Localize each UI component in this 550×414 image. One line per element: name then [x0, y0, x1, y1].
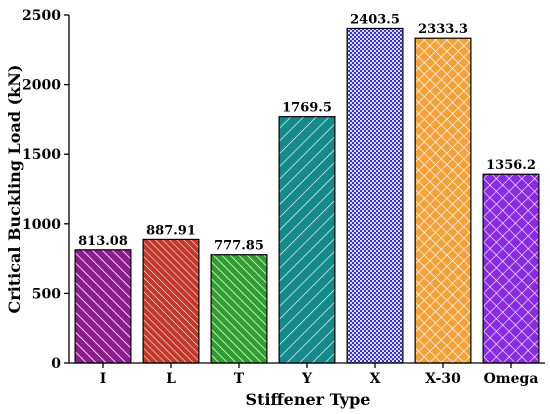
x-tick-label-x: X	[370, 371, 381, 387]
x-tick-label-l: L	[166, 371, 176, 387]
x-tick-label-t: T	[234, 371, 245, 387]
x-tick-label-x-30: X-30	[425, 371, 461, 387]
bars	[74, 27, 540, 364]
data-label-omega: 1356.2	[486, 158, 536, 173]
data-label-x-30: 2333.3	[418, 22, 468, 37]
bar-l	[142, 238, 200, 364]
data-label-i: 813.08	[78, 234, 128, 249]
x-tick-label-i: I	[100, 371, 107, 387]
y-tick-label-1000: 1000	[22, 217, 61, 233]
data-label-y: 1769.5	[282, 101, 332, 116]
bar-t	[210, 254, 268, 364]
x-axis-title: Stiffener Type	[246, 390, 371, 409]
data-label-l: 887.91	[146, 223, 196, 238]
x-axis-ticks: I L T Y X X-30 Omega	[100, 363, 539, 387]
bar-i	[74, 249, 132, 364]
data-labels: 813.08 887.91 777.85 1769.5 2403.5 2333.3 1356…	[78, 12, 536, 253]
y-tick-label-2500: 2500	[22, 8, 61, 24]
bar-x-30	[414, 37, 472, 364]
y-axis-ticks: 0 500 1000 1500 2000 2500	[22, 8, 69, 372]
y-tick-label-500: 500	[32, 286, 61, 302]
x-tick-label-omega: Omega	[484, 371, 539, 387]
data-label-t: 777.85	[214, 239, 264, 254]
y-axis-title: Critical Buckling Load (kN)	[5, 65, 24, 314]
y-tick-label-0: 0	[51, 356, 61, 372]
x-tick-label-y: Y	[301, 371, 313, 387]
y-tick-label-1500: 1500	[22, 147, 61, 163]
bar-x	[346, 27, 404, 364]
y-tick-label-2000: 2000	[22, 78, 61, 94]
data-label-x: 2403.5	[350, 12, 400, 27]
bar-y	[278, 116, 336, 364]
bar-omega	[482, 173, 540, 364]
